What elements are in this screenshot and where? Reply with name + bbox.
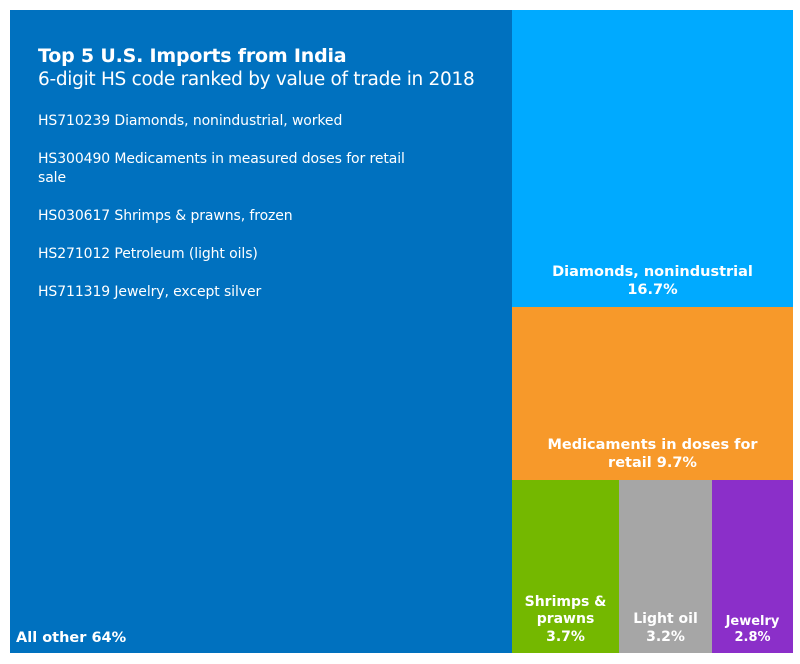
tile-label-line: Diamonds, nonindustrial (552, 263, 753, 280)
tile-label-line: Shrimps & (524, 593, 607, 610)
hs-code-item: HS271012 Petroleum (light oils) (38, 246, 258, 262)
hs-code-item: HS300490 Medicaments in measured doses f… (38, 151, 405, 186)
hs-code-item: HS710239 Diamonds, nonindustrial, worked (38, 113, 343, 129)
tile-all-other: Top 5 U.S. Imports from India 6-digit HS… (10, 10, 512, 653)
tile-label-line: prawns (536, 611, 595, 627)
tile-label-line: retail 9.7% (608, 454, 697, 471)
tile-light-oil: Light oil 3.2% (619, 480, 712, 653)
tile-jewelry: Jewelry 2.8% (712, 480, 793, 653)
tile-label-line: Light oil (633, 611, 698, 627)
tile-label-line: Medicaments in doses for (547, 436, 758, 453)
tile-shrimps: Shrimps & prawns 3.7% (512, 480, 619, 653)
hs-code-item: HS711319 Jewelry, except silver (38, 284, 262, 300)
tile-label-all-other: All other 64% (16, 629, 126, 647)
hs-code-item: HS030617 Shrimps & prawns, frozen (38, 208, 293, 224)
tile-label-shrimps: Shrimps & prawns 3.7% (512, 594, 619, 647)
tile-label-medicaments: Medicaments in doses for retail 9.7% (512, 436, 793, 472)
tile-label-line: Jewelry (725, 613, 780, 629)
tile-label-jewelry: Jewelry 2.8% (712, 614, 793, 647)
tile-diamonds: Diamonds, nonindustrial 16.7% (512, 10, 793, 307)
treemap-chart: Top 5 U.S. Imports from India 6-digit HS… (10, 10, 793, 653)
chart-subtitle: 6-digit HS code ranked by value of trade… (38, 69, 475, 90)
tile-label-line: 16.7% (627, 281, 678, 298)
chart-title: Top 5 U.S. Imports from India (38, 45, 347, 67)
tile-label-light-oil: Light oil 3.2% (619, 611, 712, 646)
tile-medicaments: Medicaments in doses for retail 9.7% (512, 307, 793, 480)
tile-label-line: 3.7% (546, 628, 585, 645)
tile-label-line: All other 64% (16, 629, 127, 646)
hs-code-list: HS710239 Diamonds, nonindustrial, worked… (38, 112, 498, 302)
tile-label-line: 3.2% (646, 628, 685, 645)
tile-label-diamonds: Diamonds, nonindustrial 16.7% (512, 263, 793, 299)
tile-label-line: 2.8% (734, 629, 771, 645)
title-block: Top 5 U.S. Imports from India 6-digit HS… (38, 44, 498, 321)
